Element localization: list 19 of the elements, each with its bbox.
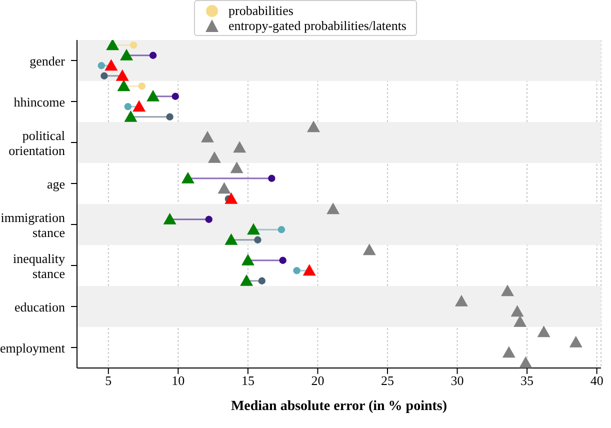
x-tick-label: 25 — [380, 373, 394, 388]
x-tick-label: 30 — [450, 373, 464, 388]
legend-label: probabilities — [228, 3, 294, 18]
y-tick-label: education — [14, 299, 66, 314]
x-tick-label: 5 — [105, 373, 112, 388]
x-tick-label: 10 — [172, 373, 185, 388]
y-tick-label: political orientation — [8, 128, 66, 158]
y-tick-label: age — [46, 176, 66, 191]
x-tick-label: 15 — [241, 373, 254, 388]
y-tick-label: employment — [0, 340, 66, 355]
y-tick-label: inequality stance — [13, 250, 66, 280]
x-axis-title: Median absolute error (in % points) — [230, 399, 448, 414]
x-tick-label: 35 — [520, 373, 534, 388]
legend-label: entropy-gated probabilities/latents — [228, 18, 406, 33]
x-tick-label: 40 — [590, 373, 604, 388]
x-tick-label: 20 — [311, 373, 324, 388]
y-tick-label: gender — [30, 53, 66, 68]
y-tick-label: hhincome — [14, 94, 66, 109]
y-tick-label: immigration stance — [0, 210, 66, 240]
